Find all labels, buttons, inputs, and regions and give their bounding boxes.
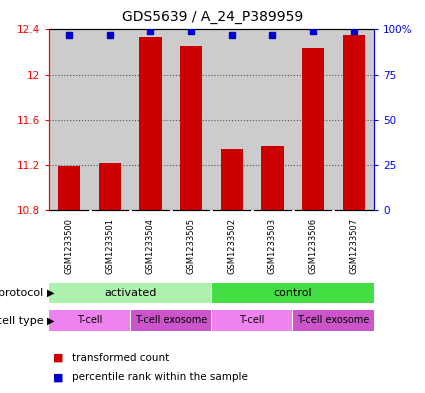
Text: GSM1233503: GSM1233503: [268, 218, 277, 274]
Text: GSM1233504: GSM1233504: [146, 218, 155, 274]
Bar: [212, 310, 292, 331]
Text: ▶: ▶: [47, 316, 54, 326]
Text: percentile rank within the sample: percentile rank within the sample: [72, 372, 248, 382]
Text: GSM1233500: GSM1233500: [65, 218, 74, 274]
Bar: [180, 46, 202, 210]
Text: T-cell: T-cell: [77, 315, 102, 325]
Text: activated: activated: [104, 288, 156, 298]
Text: GDS5639 / A_24_P389959: GDS5639 / A_24_P389959: [122, 10, 303, 24]
Bar: [343, 35, 365, 210]
Bar: [99, 163, 121, 210]
Text: ▶: ▶: [47, 288, 54, 298]
Text: protocol: protocol: [0, 288, 47, 298]
Text: transformed count: transformed count: [72, 353, 170, 363]
Text: T-cell exosome: T-cell exosome: [297, 315, 369, 325]
Text: GSM1233506: GSM1233506: [309, 218, 317, 274]
Bar: [139, 37, 162, 210]
Bar: [49, 310, 130, 331]
Bar: [212, 283, 374, 303]
Text: T-cell: T-cell: [239, 315, 265, 325]
Bar: [293, 310, 374, 331]
Text: ■: ■: [53, 372, 64, 382]
Bar: [302, 48, 324, 210]
Text: ■: ■: [53, 353, 64, 363]
Bar: [130, 310, 211, 331]
Text: GSM1233505: GSM1233505: [187, 218, 196, 274]
Text: GSM1233501: GSM1233501: [105, 218, 114, 274]
Bar: [221, 149, 243, 210]
Bar: [49, 283, 211, 303]
Bar: [58, 166, 80, 210]
Text: cell type: cell type: [0, 316, 47, 326]
Text: T-cell exosome: T-cell exosome: [135, 315, 207, 325]
Text: control: control: [273, 288, 312, 298]
Text: GSM1233502: GSM1233502: [227, 218, 236, 274]
Text: GSM1233507: GSM1233507: [349, 218, 358, 274]
Bar: [261, 146, 283, 210]
